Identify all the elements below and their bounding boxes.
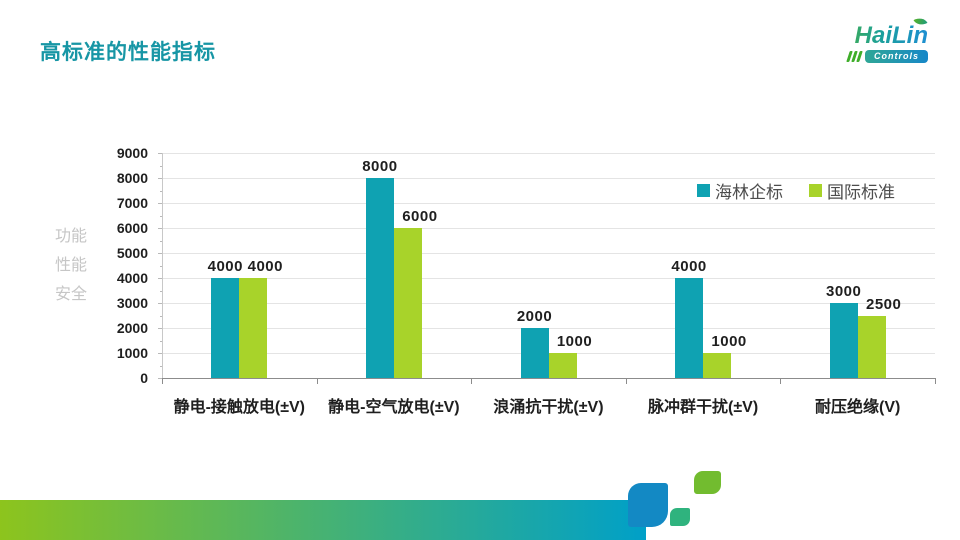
- y-axis-tick: [160, 290, 162, 292]
- y-axis-title-line: 安全: [55, 286, 88, 303]
- data-label: 4000: [207, 258, 243, 275]
- y-axis-title: 功能 性能 安全: [55, 222, 87, 309]
- bar-hailin: [829, 303, 858, 378]
- blue-leaf-shape: [628, 483, 668, 527]
- y-axis-tick: [158, 153, 162, 154]
- y-axis-label: 5000: [116, 245, 148, 261]
- y-axis-tick: [158, 178, 162, 179]
- bar-international: [857, 315, 886, 378]
- data-label: 1000: [556, 333, 593, 350]
- legend-swatch: [697, 184, 710, 197]
- data-label: 3000: [826, 283, 862, 300]
- y-axis-label: 4000: [116, 270, 148, 286]
- y-axis-line: [162, 153, 163, 378]
- legend-label: 海林企标: [715, 183, 783, 202]
- y-axis-label: 7000: [116, 195, 148, 211]
- data-label: 4000: [247, 258, 283, 275]
- x-axis-tick: [471, 379, 473, 384]
- data-label: 2500: [866, 295, 902, 313]
- x-axis-tick: [162, 379, 163, 384]
- data-label: 2000: [516, 308, 553, 325]
- y-axis-tick: [160, 190, 162, 192]
- gridline: [162, 328, 935, 329]
- data-label: 4000: [671, 258, 707, 275]
- y-axis-label: 1000: [116, 345, 148, 361]
- y-axis-label: 9000: [116, 145, 148, 161]
- bar-hailin: [211, 278, 240, 378]
- gridline: [162, 203, 935, 204]
- y-axis-tick: [158, 303, 162, 304]
- chart-legend: 海林企标 国际标准: [697, 178, 895, 203]
- x-axis-line: [162, 378, 936, 379]
- gridline: [162, 303, 935, 304]
- x-axis-tick: [316, 379, 318, 384]
- x-axis-label: 静电-接触放电(±V): [173, 399, 306, 416]
- bar-international: [703, 353, 732, 378]
- legend-label: 国际标准: [827, 183, 895, 202]
- x-axis-label: 脉冲群干扰(±V): [648, 399, 759, 416]
- y-axis-label: 6000: [116, 220, 148, 236]
- gridline: [162, 153, 935, 154]
- y-axis-tick: [160, 240, 162, 242]
- y-axis-tick: [160, 340, 162, 342]
- y-axis-title-line: 性能: [55, 257, 88, 274]
- bar-international: [393, 228, 422, 378]
- gridline: [162, 228, 935, 229]
- y-axis-tick: [158, 278, 162, 279]
- bar-hailin: [365, 178, 394, 378]
- data-label: 6000: [402, 208, 438, 225]
- y-axis-tick: [160, 365, 162, 367]
- x-axis-tick: [625, 379, 627, 384]
- y-axis-tick: [158, 353, 162, 354]
- y-axis-label: 3000: [116, 295, 148, 311]
- y-axis-tick: [158, 328, 162, 329]
- hailin-logo: HaiLin Controls: [824, 14, 928, 63]
- page-title: 高标准的性能指标: [40, 41, 216, 64]
- bar-international: [548, 353, 577, 378]
- x-axis-label: 静电-空气放电(±V): [328, 399, 460, 416]
- y-axis-tick: [160, 315, 162, 317]
- data-label: 8000: [362, 158, 398, 175]
- x-axis-tick: [780, 379, 782, 384]
- x-axis-tick: [935, 379, 936, 384]
- y-axis-label: 2000: [116, 320, 148, 336]
- y-axis-tick: [158, 378, 162, 379]
- data-label: 1000: [711, 333, 747, 350]
- x-axis-label: 浪涌抗干扰(±V): [493, 399, 604, 416]
- y-axis-label: 0: [140, 370, 148, 386]
- legend-item: 海林企标: [697, 178, 783, 203]
- gridline: [162, 178, 935, 179]
- bar-hailin: [520, 328, 549, 378]
- y-axis-tick: [158, 228, 162, 229]
- y-axis-tick: [158, 203, 162, 204]
- gradient-bar: [0, 500, 646, 540]
- y-axis-tick: [160, 165, 162, 167]
- y-axis-title-line: 功能: [55, 228, 88, 245]
- y-axis-label: 8000: [116, 170, 148, 186]
- legend-swatch: [809, 184, 822, 197]
- gridline: [162, 253, 935, 254]
- bar-hailin: [675, 278, 704, 378]
- green-leaf-shape: [694, 471, 721, 494]
- teal-leaf-shape: [670, 508, 690, 526]
- y-axis-tick: [160, 265, 162, 267]
- logo-subrow: Controls: [824, 50, 928, 63]
- gridline: [162, 278, 935, 279]
- legend-item: 国际标准: [809, 178, 895, 203]
- logo-wordmark: HaiLin: [824, 24, 928, 48]
- y-axis-tick: [160, 215, 162, 217]
- logo-controls-badge: Controls: [865, 50, 928, 63]
- x-axis-label: 耐压绝缘(V): [815, 399, 901, 416]
- y-axis-tick: [158, 253, 162, 254]
- bar-international: [239, 278, 268, 378]
